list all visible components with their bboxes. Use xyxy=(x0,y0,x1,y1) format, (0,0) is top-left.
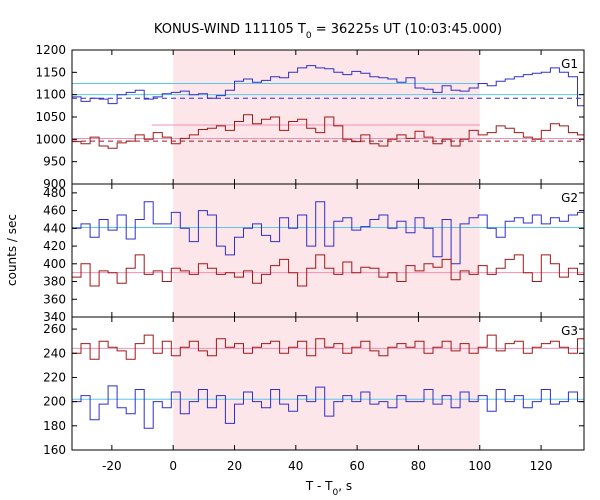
chart-title: KONUS-WIND 111105 T0 = 36225s UT (10:03:… xyxy=(154,22,502,41)
highlight-band xyxy=(173,50,480,450)
x-tick-label: 120 xyxy=(530,459,553,473)
x-axis-label: T - T0, s xyxy=(305,479,352,498)
y-tick-label: 420 xyxy=(43,239,66,253)
y-tick-label: 1200 xyxy=(35,43,66,57)
background-layer xyxy=(173,50,480,450)
series-step-line xyxy=(72,334,584,360)
x-tick-label: 100 xyxy=(468,459,491,473)
y-tick-label: 360 xyxy=(43,292,66,306)
panel-label: G3 xyxy=(561,324,578,338)
frame-layer xyxy=(71,49,585,451)
y-axis-label: counts / sec xyxy=(5,214,19,286)
y-tick-label: 1100 xyxy=(35,88,66,102)
y-tick-label: 240 xyxy=(43,346,66,360)
panel-label: G1 xyxy=(561,57,578,71)
y-tick-label: 440 xyxy=(43,221,66,235)
series-step-line xyxy=(72,114,584,149)
y-tick-label: 950 xyxy=(43,155,66,169)
y-tick-label: 460 xyxy=(43,204,66,218)
y-tick-label: 220 xyxy=(43,370,66,384)
text-layer: KONUS-WIND 111105 T0 = 36225s UT (10:03:… xyxy=(5,22,578,498)
y-tick-label: 180 xyxy=(43,419,66,433)
x-tick-label: -20 xyxy=(102,459,122,473)
x-tick-label: 60 xyxy=(349,459,364,473)
series-step-line xyxy=(72,65,584,107)
panel-frame xyxy=(71,316,585,451)
panel-G1-data xyxy=(72,65,584,149)
y-tick-label: 200 xyxy=(43,395,66,409)
y-tick-label: 480 xyxy=(43,186,66,200)
y-tick-label: 900 xyxy=(43,177,66,191)
panel-label: G2 xyxy=(561,191,578,205)
y-tick-label: 260 xyxy=(43,322,66,336)
y-tick-label: 1000 xyxy=(35,132,66,146)
y-tick-label: 160 xyxy=(43,443,66,457)
data-layer xyxy=(72,65,584,429)
series-step-line xyxy=(72,254,584,287)
x-tick-label: 20 xyxy=(227,459,242,473)
y-tick-label: 340 xyxy=(43,310,66,324)
y-tick-label: 380 xyxy=(43,275,66,289)
x-tick-label: 80 xyxy=(411,459,426,473)
y-tick-label: 1050 xyxy=(35,110,66,124)
y-tick-label: 400 xyxy=(43,257,66,271)
x-tick-label: 0 xyxy=(169,459,177,473)
y-tick-label: 1150 xyxy=(35,65,66,79)
x-tick-label: 40 xyxy=(288,459,303,473)
